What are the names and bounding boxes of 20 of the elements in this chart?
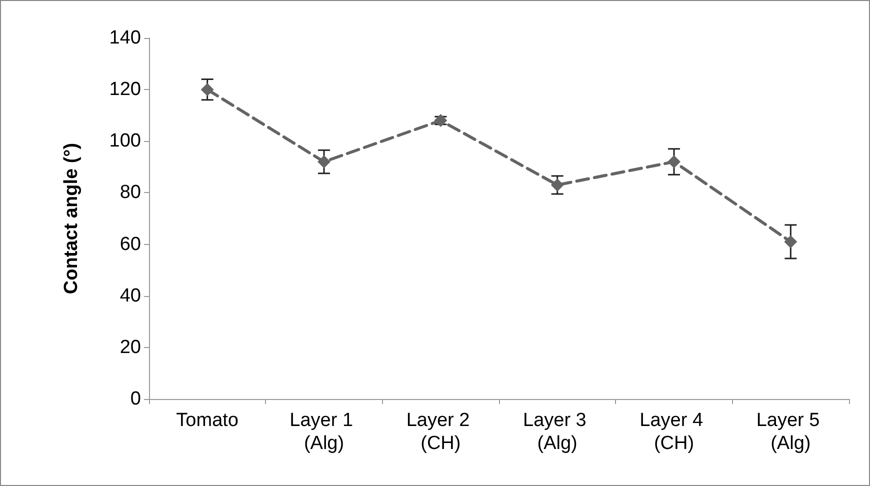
x-tick-label: Layer 3 (Alg)	[523, 410, 592, 454]
point	[318, 155, 330, 168]
x-tick-label: Layer 2 (CH)	[406, 410, 475, 454]
point	[200, 83, 214, 96]
point	[784, 235, 798, 248]
x-tick-label: Tomato	[176, 410, 238, 431]
x-tick-label: Layer 5 (Alg)	[756, 410, 825, 454]
x-tick-label: Layer 4 (CH)	[640, 410, 708, 454]
y-tick-label: 80	[120, 182, 141, 204]
x-tick-label: Layer 1 (Alg)	[290, 410, 358, 454]
y-tick-label: 60	[120, 234, 141, 255]
point	[550, 178, 564, 192]
y-tick-label: 0	[130, 388, 141, 410]
y-tick-label: 120	[109, 79, 141, 100]
y-tick-label: 20	[120, 336, 141, 358]
y-axis-title: Contact angle (°)	[61, 142, 82, 294]
y-tick-label: 100	[109, 130, 141, 152]
y-tick-label: 140	[109, 28, 141, 48]
y-tick-label: 40	[120, 285, 141, 306]
point	[668, 155, 680, 168]
